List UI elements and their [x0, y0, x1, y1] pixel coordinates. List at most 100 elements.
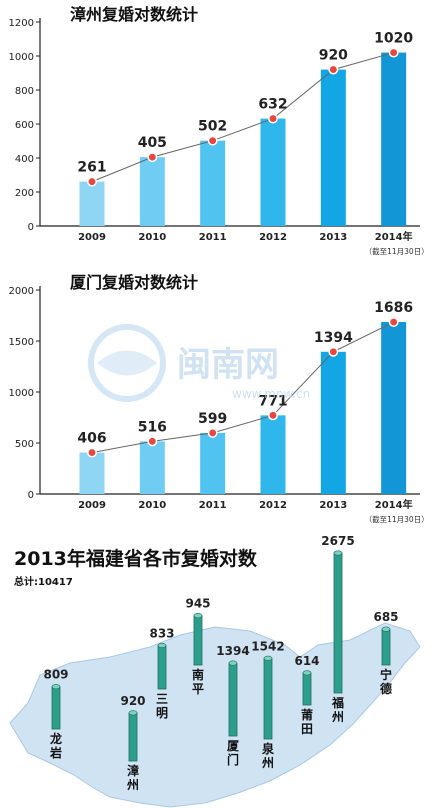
bar: [381, 322, 407, 494]
y-tick-label: 1200: [9, 18, 34, 29]
fujian-cities-chart: 2013年福建省各市复婚对数 总计:10417 809 龙岩 920 漳州 833 三明 945…: [0, 535, 435, 808]
bar: [320, 69, 346, 226]
data-label: 920: [319, 48, 348, 64]
x-tick-label: 2014年: [375, 498, 413, 511]
x-tick-label: 2009: [78, 232, 106, 243]
data-label: 261: [77, 160, 106, 176]
city-value-label: 2675: [321, 535, 354, 548]
city-bar-top: [51, 684, 61, 690]
bar: [200, 140, 226, 226]
bar: [381, 52, 407, 226]
data-point: [207, 135, 218, 146]
city-bar: [381, 628, 391, 666]
city-name-label: 福: [331, 695, 344, 710]
city-value-label: 1394: [216, 644, 249, 658]
data-point: [328, 64, 339, 75]
x-tick-label: 2013: [319, 500, 347, 511]
data-point: [388, 317, 399, 327]
zhangzhou-chart: 漳州复婚对数统计 0 200 400 600 800 1000 1200 2009 2010 201…: [0, 0, 435, 262]
city-bar: [263, 657, 273, 740]
city-bar-top: [381, 626, 391, 632]
data-point: [147, 436, 158, 447]
city-value-label: 614: [294, 654, 319, 668]
x-tick-label: 2010: [138, 232, 166, 243]
xiamen-chart-svg: 厦门复婚对数统计 0 500 1000 1500 2000 2009 2010 2011 2012…: [9, 273, 429, 524]
city-bar: [157, 645, 167, 690]
city-bar-top: [302, 670, 312, 676]
chart-subtitle: 总计:10417: [14, 575, 73, 588]
chart-title: 2013年福建省各市复婚对数: [14, 547, 258, 570]
city-bar-top: [263, 655, 273, 661]
data-point: [87, 176, 97, 187]
date-note: （截至11月30日）: [365, 514, 429, 524]
city-bar: [51, 686, 61, 730]
xiamen-chart: 厦门复婚对数统计 0 500 1000 1500 2000 2009 2010 2011 2012…: [0, 268, 435, 530]
city-bar: [333, 552, 343, 694]
data-label: 771: [258, 393, 287, 409]
y-tick-label: 500: [15, 439, 34, 450]
x-tick-label: 2011: [199, 500, 227, 511]
city-name-label: 田: [301, 722, 313, 736]
city-name-label: 门: [227, 752, 239, 767]
city-bar: [128, 712, 138, 762]
city-value-label: 833: [149, 626, 174, 640]
x-tick-label: 2012: [259, 232, 287, 243]
data-point: [268, 113, 278, 124]
city-value-label: 809: [43, 668, 68, 682]
data-point: [87, 447, 97, 458]
y-tick-label: 0: [28, 490, 34, 501]
data-label: 502: [198, 119, 227, 135]
city-name-label: 三: [156, 692, 168, 706]
data-point: [268, 410, 278, 421]
city-name-label: 明: [156, 706, 168, 720]
city-bar-top: [228, 660, 238, 666]
data-label: 1394: [314, 330, 353, 346]
trend-line: [91, 321, 394, 454]
city-name-label: 德: [380, 681, 392, 696]
y-tick-label: 2000: [9, 286, 34, 297]
bar: [79, 452, 105, 494]
y-tick-label: 600: [15, 120, 34, 131]
city-value-label: 945: [185, 597, 210, 611]
bar: [79, 181, 105, 226]
bar: [139, 441, 165, 494]
city-name-label: 平: [192, 682, 204, 696]
x-tick-label: 2013: [319, 232, 347, 243]
y-tick-label: 800: [15, 86, 34, 97]
fujian-map-shape: [9, 622, 421, 808]
city-bar-top: [157, 642, 167, 648]
data-label: 632: [258, 97, 287, 113]
chart-title: 漳州复婚对数统计: [70, 5, 198, 24]
city-bar-top: [193, 613, 203, 619]
data-label: 1020: [374, 31, 413, 47]
zhangzhou-chart-svg: 漳州复婚对数统计 0 200 400 600 800 1000 1200 2009 2010 201…: [9, 5, 429, 256]
city-name-label: 宁: [380, 667, 392, 682]
data-label: 405: [138, 135, 167, 151]
y-tick-label: 0: [28, 222, 34, 233]
city-value-label: 685: [373, 610, 398, 624]
x-tick-label: 2009: [78, 500, 106, 511]
data-label: 599: [198, 411, 227, 427]
data-label: 516: [138, 419, 167, 435]
y-tick-label: 200: [15, 188, 34, 199]
data-label: 406: [77, 431, 106, 447]
city-name-label: 漳: [127, 763, 139, 778]
bar: [200, 432, 226, 494]
data-point: [147, 152, 158, 163]
x-tick-label: 2014年: [375, 230, 413, 243]
y-tick-label: 1000: [9, 388, 34, 399]
x-tick-label: 2011: [199, 232, 227, 243]
city-name-label: 岩: [49, 745, 62, 760]
city-bar: [193, 615, 203, 666]
city-value-label: 920: [120, 694, 145, 708]
city-name-label: 莆: [301, 707, 313, 722]
data-label: 1686: [374, 300, 413, 316]
bar: [260, 118, 286, 226]
city-bar-top: [128, 710, 138, 716]
city-name-label: 泉: [262, 741, 275, 756]
city-name-label: 南: [192, 667, 204, 682]
city-name-label: 州: [126, 778, 139, 792]
city-name-label: 州: [261, 756, 274, 770]
city-value-label: 1542: [251, 639, 284, 653]
data-point: [388, 47, 399, 58]
